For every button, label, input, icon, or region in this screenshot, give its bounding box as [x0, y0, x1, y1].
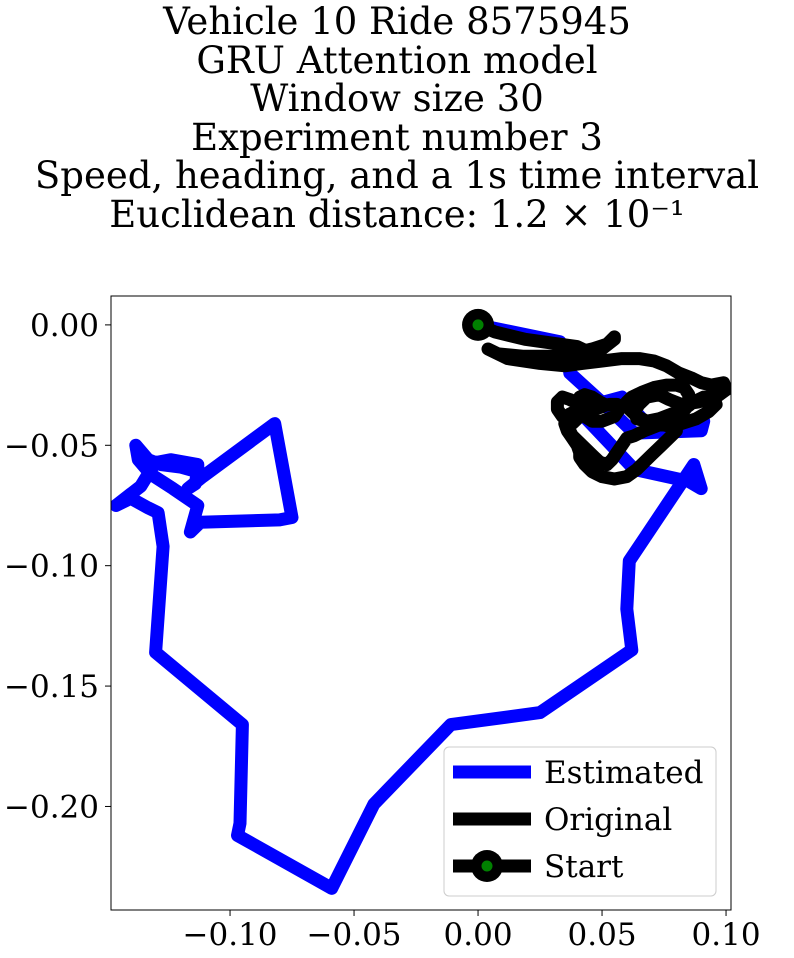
y-tick-label: 0.00 — [30, 308, 99, 344]
legend-box — [443, 746, 717, 897]
axis-ticks: −0.10 −0.05 0.00 0.05 0.10 0.00 −0.05 −0.10 −0.1… — [4, 308, 761, 953]
x-tick-label: −0.05 — [307, 917, 402, 953]
start-marker-dot — [472, 319, 484, 331]
legend-label-original: Original — [544, 802, 672, 838]
legend-label-estimated: Estimated — [544, 755, 703, 791]
title-line-1: Vehicle 10 Ride 8575945 — [163, 0, 631, 43]
y-tick-label: −0.20 — [4, 789, 99, 825]
y-tick-label: −0.15 — [4, 669, 99, 705]
legend: Estimated Original Start — [443, 746, 717, 897]
title-line-4: Experiment number 3 — [191, 115, 603, 159]
title-line-2: GRU Attention model — [196, 38, 598, 82]
x-tick-label: 0.00 — [444, 917, 513, 953]
axes-frame — [110, 295, 732, 911]
y-tick-label: −0.05 — [4, 428, 99, 464]
legend-marker-dot — [481, 860, 493, 872]
plot-frame — [110, 295, 732, 911]
y-tick-label: −0.10 — [4, 549, 99, 585]
title-line-5: Speed, heading, and a 1s time interval — [34, 154, 760, 198]
legend-label-start: Start — [544, 849, 624, 885]
title-line-6: Euclidean distance: 1.2 × 10⁻¹ — [109, 192, 685, 236]
x-tick-label: 0.05 — [568, 917, 637, 953]
x-tick-label: −0.10 — [183, 917, 278, 953]
x-tick-label: 0.10 — [692, 917, 761, 953]
title-line-3: Window size 30 — [250, 77, 544, 121]
series-line-original — [471, 318, 731, 486]
series-layer — [111, 308, 731, 895]
chart-title: Vehicle 10 Ride 8575945 GRU Attention mo… — [0, 0, 794, 235]
